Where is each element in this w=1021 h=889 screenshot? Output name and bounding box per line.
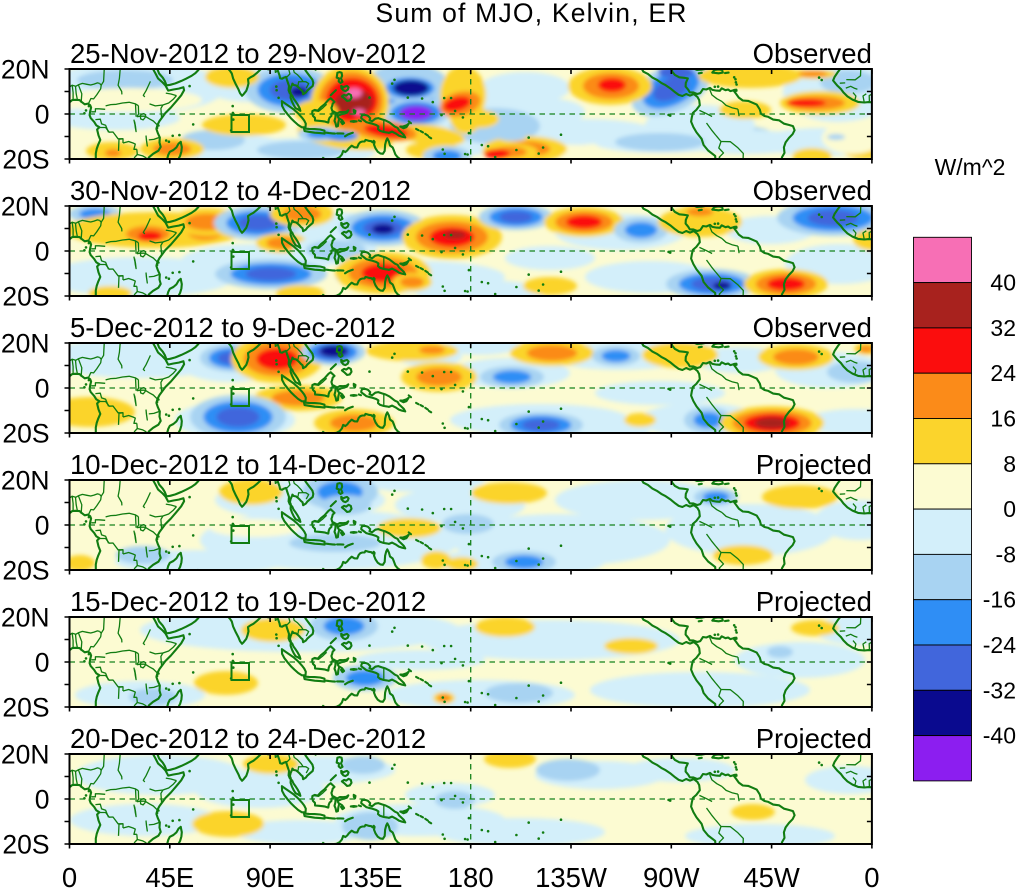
svg-text:Projected: Projected [756,723,872,754]
svg-text:20N: 20N [1,603,50,633]
svg-text:-8: -8 [996,541,1016,567]
svg-text:20S: 20S [2,830,49,860]
svg-text:0: 0 [35,785,50,815]
svg-text:16: 16 [990,406,1016,432]
svg-text:32: 32 [990,315,1016,341]
svg-text:0: 0 [864,862,879,889]
svg-text:20S: 20S [2,693,49,723]
svg-text:40: 40 [990,270,1016,296]
svg-text:Observed: Observed [753,38,872,69]
svg-text:20N: 20N [1,740,50,770]
svg-text:15-Dec-2012 to 19-Dec-2012: 15-Dec-2012 to 19-Dec-2012 [70,586,426,617]
svg-text:Projected: Projected [756,449,872,480]
svg-text:0: 0 [62,862,77,889]
svg-text:45E: 45E [145,862,194,889]
svg-text:0: 0 [35,100,50,130]
svg-text:20N: 20N [1,466,50,496]
svg-text:0: 0 [1003,496,1016,522]
svg-text:20N: 20N [1,55,50,85]
svg-text:180: 180 [448,862,494,889]
svg-text:10-Dec-2012 to 14-Dec-2012: 10-Dec-2012 to 14-Dec-2012 [70,449,426,480]
svg-text:Sum of MJO, Kelvin, ER: Sum of MJO, Kelvin, ER [375,0,687,28]
svg-text:90E: 90E [246,862,295,889]
svg-text:20S: 20S [2,556,49,586]
svg-text:8: 8 [1003,451,1016,477]
svg-text:90W: 90W [643,862,700,889]
svg-text:-32: -32 [983,677,1016,703]
svg-text:30-Nov-2012 to 4-Dec-2012: 30-Nov-2012 to 4-Dec-2012 [70,175,411,206]
svg-text:0: 0 [35,374,50,404]
svg-text:Projected: Projected [756,586,872,617]
svg-text:0: 0 [35,237,50,267]
svg-text:20S: 20S [2,145,49,175]
svg-text:20N: 20N [1,192,50,222]
svg-text:-24: -24 [983,632,1016,658]
svg-text:W/m^2: W/m^2 [935,154,1006,180]
svg-text:0: 0 [35,648,50,678]
svg-text:-16: -16 [983,587,1016,613]
svg-text:25-Nov-2012 to 29-Nov-2012: 25-Nov-2012 to 29-Nov-2012 [70,38,426,69]
svg-text:Observed: Observed [753,312,872,343]
svg-text:5-Dec-2012 to 9-Dec-2012: 5-Dec-2012 to 9-Dec-2012 [70,312,396,343]
svg-text:135E: 135E [338,862,402,889]
svg-text:20S: 20S [2,282,49,312]
svg-text:0: 0 [35,511,50,541]
svg-text:Observed: Observed [753,175,872,206]
svg-text:20S: 20S [2,419,49,449]
svg-text:20N: 20N [1,329,50,359]
svg-text:24: 24 [990,360,1016,386]
svg-text:45W: 45W [743,862,800,889]
svg-text:135W: 135W [535,862,607,889]
svg-text:-40: -40 [983,723,1016,749]
svg-text:20-Dec-2012 to 24-Dec-2012: 20-Dec-2012 to 24-Dec-2012 [70,723,426,754]
